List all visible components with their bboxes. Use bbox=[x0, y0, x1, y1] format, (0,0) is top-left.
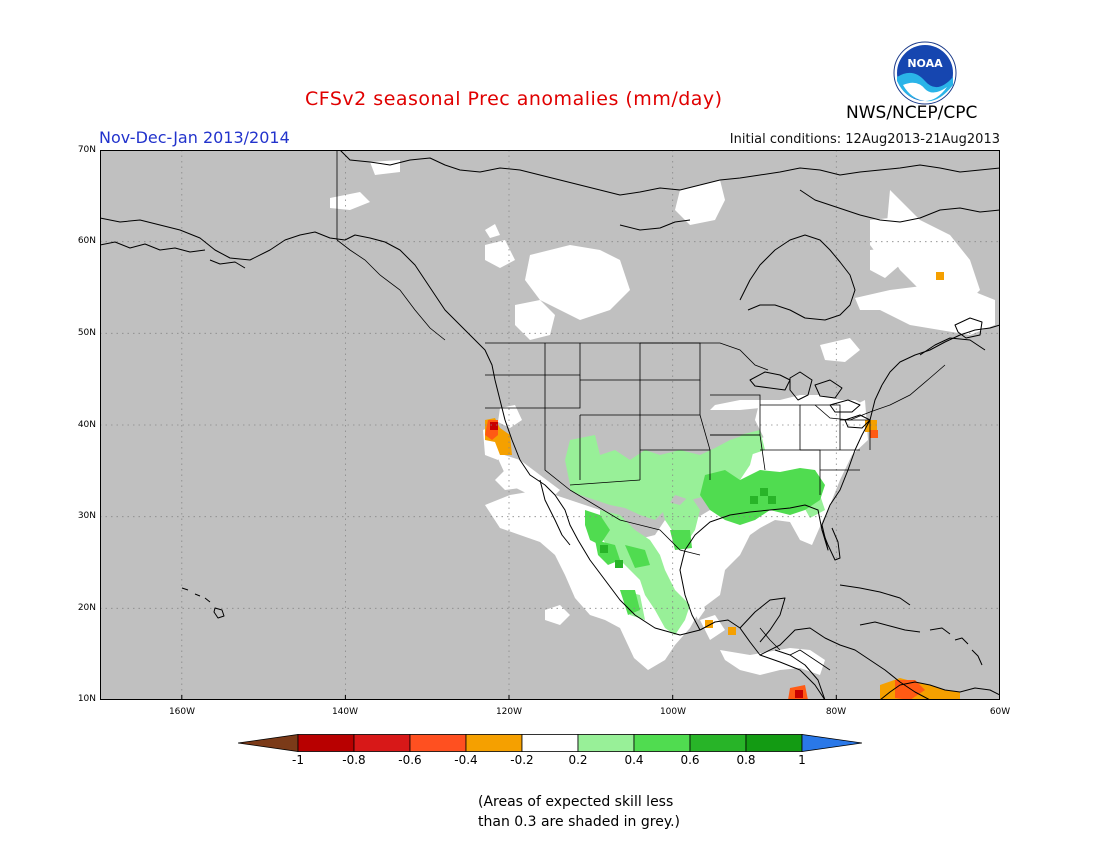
colorbar-label: 0.2 bbox=[568, 753, 588, 767]
initial-conditions-label: Initial conditions: 12Aug2013-21Aug2013 bbox=[729, 132, 1000, 147]
colorbar-cell bbox=[409, 734, 467, 752]
colorbar-label: 0.8 bbox=[736, 753, 756, 767]
coastlines bbox=[100, 150, 1000, 700]
chart-title: CFSv2 seasonal Prec anomalies (mm/day) bbox=[305, 88, 723, 110]
colorbar-label: -0.4 bbox=[454, 753, 478, 767]
colorbar-label: -0.6 bbox=[398, 753, 422, 767]
skill-footnote: (Areas of expected skill less than 0.3 a… bbox=[478, 792, 680, 832]
wet-medium-areas bbox=[585, 468, 825, 615]
footnote-line-1: (Areas of expected skill less bbox=[478, 794, 674, 810]
lon-label-120w: 120W bbox=[495, 707, 523, 717]
colorbar-label: -1 bbox=[292, 753, 304, 767]
colorbar-cell bbox=[577, 734, 635, 752]
colorbar-label: 0.6 bbox=[680, 753, 700, 767]
colorbar-cell bbox=[633, 734, 691, 752]
colorbar-cell bbox=[745, 734, 803, 752]
lon-label-80w: 80W bbox=[825, 707, 847, 717]
lat-label-70n: 70N bbox=[77, 145, 96, 155]
political-borders bbox=[336, 150, 946, 671]
noaa-logo-text: NOAA bbox=[907, 57, 943, 70]
lon-label-140w: 140W bbox=[331, 707, 359, 717]
colorbar-label: -0.8 bbox=[342, 753, 366, 767]
colorbar-label: 1 bbox=[798, 753, 806, 767]
colorbar-cell bbox=[689, 734, 747, 752]
colorbar-label: 0.4 bbox=[624, 753, 644, 767]
lat-label-10n: 10N bbox=[77, 694, 96, 704]
precip-anomaly-map bbox=[100, 150, 1000, 700]
lon-label-60w: 60W bbox=[989, 707, 1011, 717]
colorbar-cell bbox=[521, 734, 579, 752]
footnote-line-2: than 0.3 are shaded in grey.) bbox=[478, 814, 681, 830]
colorbar-cell bbox=[353, 734, 411, 752]
lat-label-20n: 20N bbox=[77, 603, 96, 613]
colorbar-cell bbox=[465, 734, 523, 752]
colorbar-arrow-left bbox=[238, 734, 299, 752]
colorbar-cell bbox=[297, 734, 355, 752]
lon-label-160w: 160W bbox=[168, 707, 196, 717]
lat-label-50n: 50N bbox=[77, 328, 96, 338]
noaa-logo: NOAA bbox=[893, 41, 957, 105]
lat-label-60n: 60N bbox=[77, 236, 96, 246]
lon-label-100w: 100W bbox=[659, 707, 687, 717]
colorbar-label: -0.2 bbox=[510, 753, 534, 767]
agency-label: NWS/NCEP/CPC bbox=[846, 103, 978, 123]
graticule bbox=[100, 150, 1000, 700]
lat-label-30n: 30N bbox=[77, 511, 96, 521]
season-label: Nov-Dec-Jan 2013/2014 bbox=[99, 128, 290, 147]
wet-strong-areas bbox=[600, 488, 776, 568]
colorbar-arrow-right bbox=[801, 734, 862, 752]
lat-label-40n: 40N bbox=[77, 420, 96, 430]
color-bar bbox=[238, 734, 862, 752]
